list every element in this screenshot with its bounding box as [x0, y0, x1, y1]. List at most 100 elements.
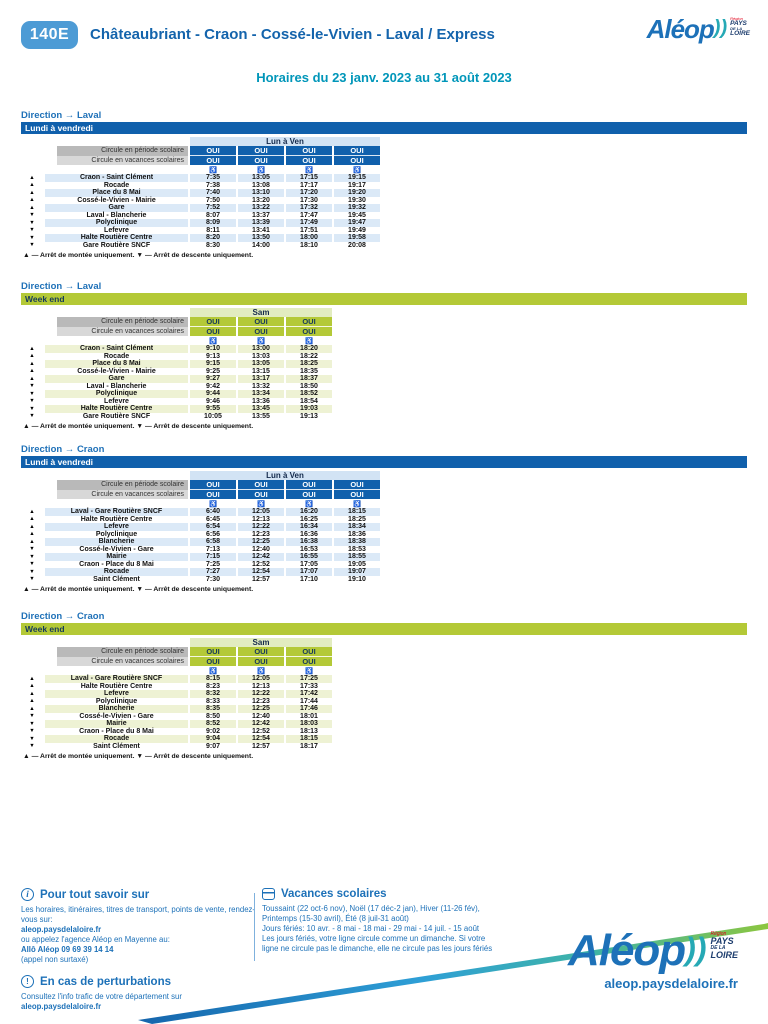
wheelchair-icon: ♿ [304, 337, 314, 345]
departure-time: 6:58 [190, 538, 236, 546]
stop-name: Blancherie [45, 538, 188, 546]
departure-time: 13:37 [252, 211, 270, 219]
departure-time: 17:17 [300, 181, 318, 189]
departure-time: 12:42 [238, 553, 284, 561]
direction-label: Direction → Laval [21, 281, 102, 292]
departure-time: 12:05 [238, 508, 284, 516]
stop-name: Rocade [45, 568, 188, 576]
runs-flag: OUI [286, 155, 332, 165]
stop-name: Gare [45, 204, 188, 212]
departure-time: 12:13 [252, 682, 270, 690]
section-laval-weekday: Direction → Laval Lundi à vendredi Lun à… [21, 110, 747, 259]
info-block-title: Pour tout savoir sur [21, 888, 256, 901]
departure-time: 17:30 [300, 196, 318, 204]
stop-name: Gare Routière SNCF [82, 412, 151, 420]
runs-flag: OUI [190, 146, 236, 156]
footer-vacances-column: Vacances scolaires Toussaint (22 oct-6 n… [262, 888, 542, 954]
alighting-only-marker: ▼ [29, 405, 35, 412]
departure-time: 16:55 [286, 553, 332, 561]
departure-time: 12:05 [238, 675, 284, 683]
wheelchair-icon: ♿ [352, 166, 362, 174]
departure-time: 9:04 [190, 735, 236, 743]
departure-time: 13:41 [252, 226, 270, 234]
departure-time: 12:13 [252, 515, 270, 523]
boarding-only-marker: ▲ [29, 538, 35, 545]
boarding-only-marker: ▲ [29, 197, 35, 204]
validity-period: Horaires du 23 janv. 2023 au 31 août 202… [256, 70, 512, 85]
alighting-only-marker: ▼ [29, 390, 35, 397]
alighting-only-marker: ▼ [29, 219, 35, 226]
stop-name: Place du 8 Mai [45, 189, 188, 197]
stop-name: Cossé-le-Vivien - Mairie [77, 367, 156, 375]
departure-time: 14:00 [252, 241, 270, 249]
departure-time: 8:20 [190, 234, 236, 242]
runs-flag: OUI [238, 647, 284, 657]
info-text: ou appelez l'agence Aléop en Mayenne au: [21, 935, 170, 944]
departure-time: 16:25 [300, 515, 318, 523]
departure-time: 19:05 [348, 560, 366, 568]
boarding-only-marker: ▲ [29, 705, 35, 712]
stop-name: Polyclinique [95, 697, 138, 705]
runs-flag: OUI [286, 326, 332, 336]
aleop-logo: Aléop)) Région PAYS DE LA LOIRE [647, 16, 750, 42]
region-mark: Région PAYS DE LA LOIRE [710, 931, 738, 960]
departure-time: 7:40 [190, 189, 236, 197]
alighting-only-marker: ▼ [29, 568, 35, 575]
departure-time: 12:40 [252, 712, 270, 720]
departure-time: 18:52 [286, 390, 332, 398]
departure-time: 19:13 [300, 412, 318, 420]
wheelchair-icon: ♿ [208, 500, 218, 508]
direction-label: Direction → Craon [21, 444, 105, 455]
departure-time: 17:44 [300, 697, 318, 705]
stop-name: Craon - Saint Clément [45, 345, 188, 353]
departure-time: 13:17 [238, 375, 284, 383]
departure-time: 19:45 [348, 211, 366, 219]
stop-name: Halte Routière Centre [80, 682, 153, 690]
chevrons-icon: )) [685, 931, 707, 967]
boarding-only-marker: ▲ [29, 531, 35, 538]
departure-time: 13:10 [238, 189, 284, 197]
boarding-only-marker: ▲ [29, 204, 35, 211]
departure-time: 12:25 [238, 538, 284, 546]
departure-time: 16:36 [300, 530, 318, 538]
info-text: vous sur: [21, 915, 53, 924]
departure-time: 18:00 [286, 234, 332, 242]
departure-time: 12:54 [238, 568, 284, 576]
departure-time: 8:50 [205, 712, 220, 720]
row-label-periode: Circule en période scolaire [57, 647, 188, 657]
stop-name: Cossé-le-Vivien - Gare [79, 712, 154, 720]
runs-flag: OUI [190, 326, 236, 336]
info-icon [21, 888, 34, 901]
departure-time: 8:15 [190, 675, 236, 683]
departure-time: 13:34 [238, 390, 284, 398]
departure-time: 17:20 [286, 189, 332, 197]
departure-time: 18:25 [286, 360, 332, 368]
stop-name: Mairie [45, 553, 188, 561]
row-label-periode: Circule en période scolaire [57, 480, 188, 490]
departure-time: 9:07 [205, 742, 220, 750]
runs-flag: OUI [334, 480, 380, 490]
calendar-icon [262, 888, 275, 900]
stop-name: Halte Routière Centre [45, 234, 188, 242]
vacances-block-title: Vacances scolaires [262, 888, 542, 900]
alighting-only-marker: ▼ [29, 242, 35, 249]
stop-name: Saint Clément [93, 742, 140, 750]
line-number-badge: 140E [21, 21, 78, 49]
stop-name: Lefevre [45, 523, 188, 531]
departure-time: 19:58 [334, 234, 380, 242]
departure-time: 17:07 [286, 568, 332, 576]
stop-name: Mairie [45, 720, 188, 728]
departure-time: 19:30 [348, 196, 366, 204]
wheelchair-icon: ♿ [256, 166, 266, 174]
departure-time: 12:23 [252, 530, 270, 538]
row-label-periode: Circule en période scolaire [57, 317, 188, 327]
runs-flag: OUI [238, 326, 284, 336]
departure-time: 18:50 [300, 382, 318, 390]
departure-time: 17:42 [286, 690, 332, 698]
stop-name: Blancherie [45, 705, 188, 713]
runs-flag: OUI [238, 317, 284, 327]
departure-time: 16:38 [286, 538, 332, 546]
wheelchair-icon: ♿ [256, 667, 266, 675]
departure-time: 12:25 [238, 705, 284, 713]
direction-label: Direction → Laval [21, 110, 102, 121]
